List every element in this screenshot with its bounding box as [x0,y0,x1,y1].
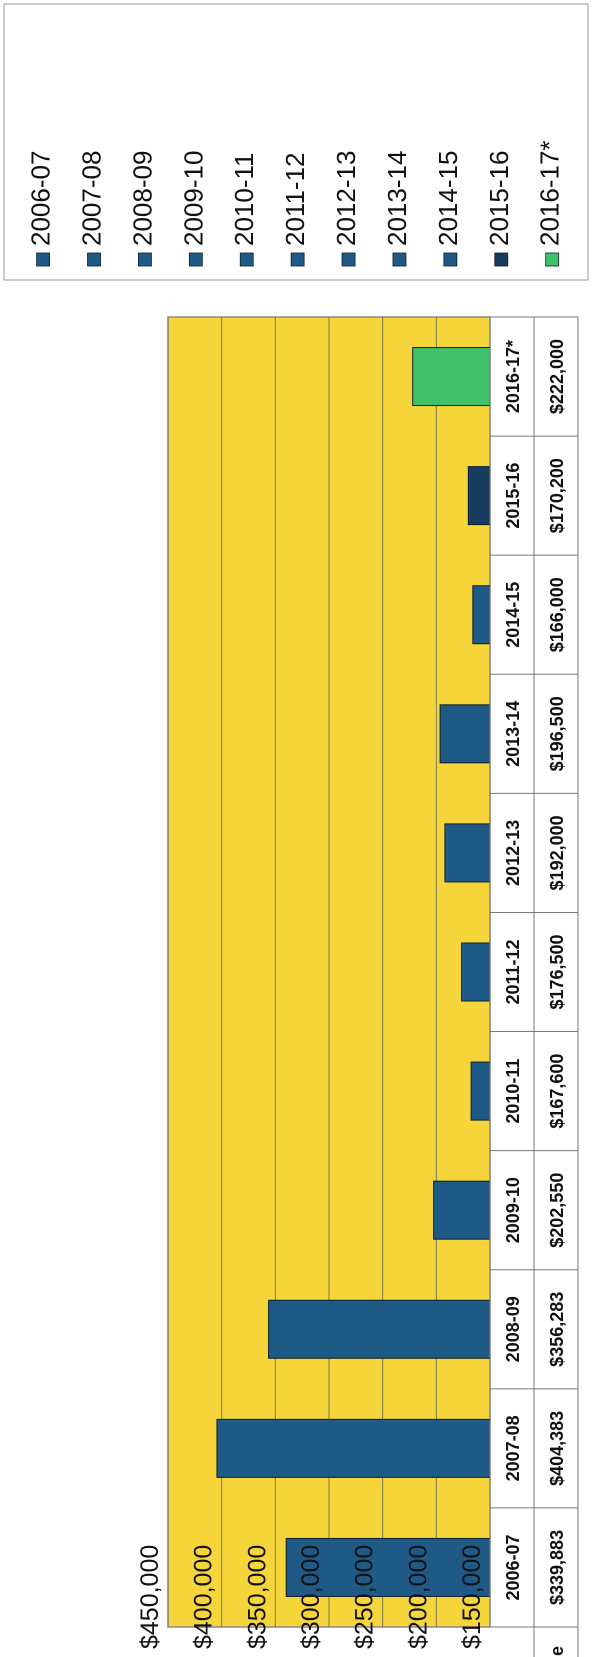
value-label: $222,000 [547,339,567,414]
bar-2007-08 [216,1418,491,1478]
y-tick-label: $400,000 [190,1545,218,1649]
value-label: $176,500 [547,934,567,1009]
legend-label: 2006-07 [26,151,56,246]
legend-key-2006-07 [36,252,50,267]
legend-key-2011-12 [290,252,305,267]
y-tick-label: $200,000 [404,1545,432,1649]
bar-2008-09 [268,1299,491,1359]
legend-key-2010-11 [239,252,254,267]
y-tick-label: $250,000 [351,1545,379,1649]
value-label: $339,883 [547,1530,567,1605]
legend-label: 2009-10 [178,151,208,246]
table-series-name: Value [547,1646,567,1657]
bar-2009-10 [433,1180,491,1240]
legend: 2006-07 2007-08 2008-09 2009-10 2010-11 2011-… [3,3,589,281]
category-label: 2006-07 [503,1534,523,1600]
legend-key-2009-10 [188,252,203,267]
category-label: 2010-11 [503,1059,523,1124]
value-label: $202,550 [547,1173,567,1248]
value-label: $167,600 [547,1054,567,1129]
bar-2016-17* [412,347,491,407]
bar-2011-12 [461,942,491,1002]
value-label: $166,000 [547,577,567,652]
category-label: 2013-14 [503,701,523,767]
y-tick-label: $450,000 [136,1545,164,1649]
category-label: 2012-13 [503,820,523,886]
value-label: $404,383 [547,1411,567,1486]
y-axis: $150,000 $200,000 $250,000 $300,000 $350,000… [136,1545,486,1649]
bar-2010-11 [470,1061,491,1121]
legend-label: 2012-13 [331,151,361,246]
y-tick-label: $150,000 [458,1545,486,1649]
category-label: 2015-16 [503,463,523,529]
legend-label: 2010-11 [229,153,259,247]
bar-2013-14 [439,704,491,764]
legend-label: 2014-15 [433,151,463,246]
category-label: 2007-08 [503,1415,523,1481]
legend-label: 2013-14 [382,151,412,246]
category-label: 2014-15 [503,582,523,648]
bar-2014-15 [472,585,491,645]
bar-2015-16 [467,466,491,526]
value-label: $356,283 [547,1292,567,1367]
legend-label: 2011-12 [280,153,310,247]
category-label: 2016-17* [503,340,523,413]
y-tick-label: $350,000 [243,1545,271,1649]
plot-area [167,316,491,1628]
legend-box [3,3,589,281]
legend-key-2007-08 [87,252,101,267]
legend-label: 2016-17* [535,140,565,246]
legend-label: 2015-16 [484,151,514,246]
bar-2012-13 [444,823,491,883]
y-tick-label: $300,000 [297,1545,325,1649]
legend-key-2015-16 [494,252,509,267]
category-label: 2011-12 [503,939,523,1004]
legend-key-2013-14 [392,252,407,267]
data-table: Value 2006-07 $339,883 2007-08 $404,383 2008-… [489,316,579,1657]
legend-label: 2007-08 [77,151,107,246]
legend-key-2008-09 [138,252,152,267]
legend-key-2012-13 [341,252,356,267]
legend-key-2014-15 [443,252,458,267]
legend-key-2016-17* [545,252,560,267]
legend-label: 2008-09 [127,151,157,246]
category-label: 2009-10 [503,1177,523,1243]
value-label: $170,200 [547,458,567,533]
value-label: $192,000 [547,815,567,890]
category-label: 2008-09 [503,1296,523,1362]
value-label: $196,500 [547,696,567,771]
